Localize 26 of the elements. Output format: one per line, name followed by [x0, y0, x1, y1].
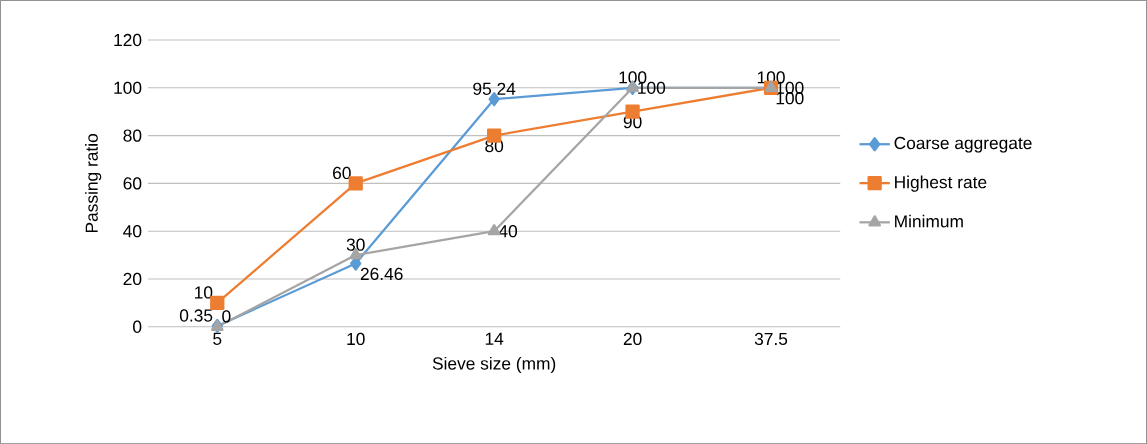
y-tick-label: 40 — [123, 224, 142, 238]
y-tick-label: 0 — [133, 320, 142, 333]
x-tick-label: 5 — [213, 332, 222, 345]
x-tick-label: 20 — [623, 332, 642, 346]
x-tick-label: 10 — [347, 332, 365, 346]
y-axis-title: Passing ratio — [85, 133, 102, 233]
data-label: 0 — [222, 310, 231, 323]
data-label: 26.46 — [360, 267, 403, 281]
data-label: 30 — [346, 238, 365, 251]
y-tick-label: 120 — [114, 33, 142, 47]
legend-label: Minimum — [895, 214, 963, 228]
legend-label: Highest rate — [895, 175, 987, 192]
data-label: 60 — [333, 166, 351, 180]
y-tick-label: 100 — [114, 81, 142, 94]
data-label: 40 — [498, 224, 518, 238]
x-tick-label: 37.5 — [754, 332, 788, 346]
x-tick-label: 14 — [485, 332, 504, 345]
data-label: 95.24 — [473, 82, 516, 95]
data-label: 100 — [776, 92, 804, 105]
legend-label: Coarse aggregate — [894, 136, 1032, 153]
x-axis-title: Sieve size (mm) — [432, 356, 556, 373]
data-label: 0.35 — [179, 309, 213, 322]
y-tick-label: 80 — [123, 129, 142, 142]
y-tick-label: 60 — [123, 177, 142, 190]
y-tick-label: 20 — [123, 272, 142, 286]
data-label: 10 — [195, 286, 213, 299]
